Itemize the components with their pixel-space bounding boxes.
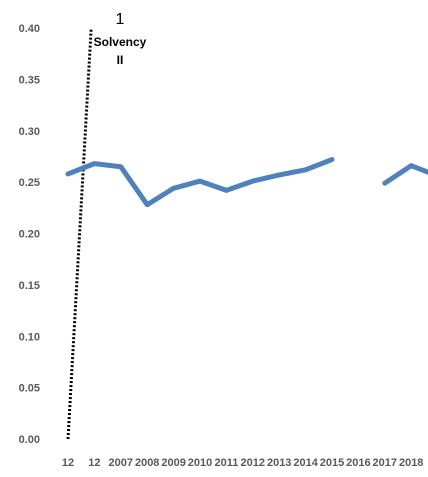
y-tick-label: 0.15 <box>19 280 40 292</box>
data-point <box>145 202 150 207</box>
data-point <box>409 163 414 168</box>
y-axis-ticks: 0.00 0.05 0.10 0.15 0.20 0.25 0.30 0.35 0.40 <box>19 23 40 446</box>
y-tick-label: 0.40 <box>19 23 40 35</box>
data-point <box>330 157 334 162</box>
data-point <box>118 164 123 169</box>
data-point <box>92 161 97 166</box>
x-tick-label: 2009 <box>161 457 185 469</box>
x-tick-label: 12 <box>62 457 74 469</box>
x-tick-label: 2018 <box>399 457 423 469</box>
x-tick-label: 2014 <box>293 457 318 469</box>
series-layer <box>65 157 428 208</box>
annotation-label-line-1: Solvency <box>94 35 147 49</box>
y-tick-label: 0.35 <box>19 74 40 86</box>
data-point <box>66 171 70 176</box>
solvency-dotted-line <box>66 27 93 440</box>
x-tick-label: 2017 <box>373 457 397 469</box>
y-tick-label: 0.00 <box>19 434 40 446</box>
x-tick-label: 2012 <box>241 457 265 469</box>
y-tick-label: 0.20 <box>19 229 40 241</box>
x-tick-label: 2015 <box>320 457 344 469</box>
series-line-segment <box>382 163 428 186</box>
x-tick-label: 2013 <box>267 457 291 469</box>
annotation-label-line-2: II <box>117 53 124 67</box>
data-point <box>198 179 202 184</box>
x-tick-label: 2011 <box>214 457 238 469</box>
annotation-number: 1 <box>116 11 125 28</box>
data-point <box>250 179 255 184</box>
y-tick-label: 0.30 <box>19 126 40 138</box>
data-point <box>277 172 282 177</box>
x-tick-label: 12 <box>88 457 100 469</box>
x-tick-label: 2016 <box>346 457 370 469</box>
x-tick-label: 2010 <box>188 457 212 469</box>
data-point <box>303 167 308 172</box>
data-point <box>224 188 229 193</box>
data-point <box>382 181 387 186</box>
x-tick-label: 2007 <box>109 457 133 469</box>
data-point <box>171 186 176 191</box>
solvency-annotation: 1 Solvency II <box>66 11 147 440</box>
y-tick-label: 0.25 <box>19 177 40 189</box>
y-tick-label: 0.05 <box>19 383 40 395</box>
x-axis-ticks: 12 12 2007 2008 2009 2010 2011 2012 2013 2014 2015… <box>62 457 424 469</box>
x-tick-label: 2008 <box>135 457 159 469</box>
y-tick-label: 0.10 <box>19 331 40 343</box>
